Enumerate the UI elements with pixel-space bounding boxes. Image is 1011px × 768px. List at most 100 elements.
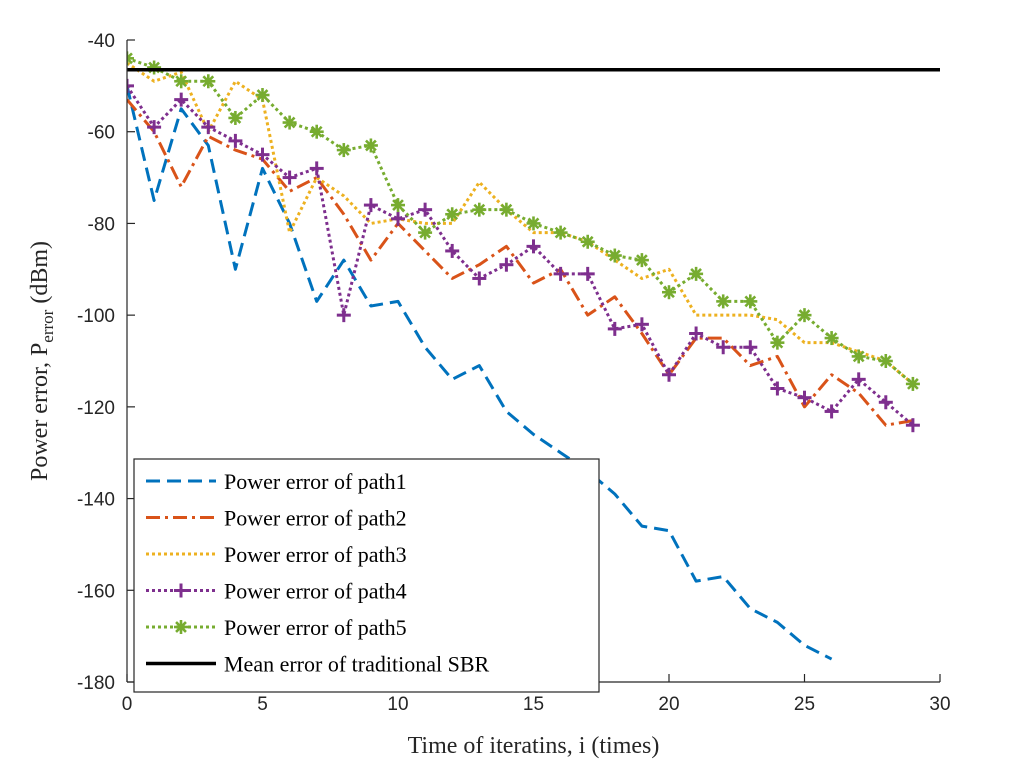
series-line-3 xyxy=(127,61,914,386)
legend-entry: Power error of path1 xyxy=(146,469,407,494)
data-point xyxy=(689,266,704,281)
data-point xyxy=(255,147,270,162)
data-point xyxy=(472,202,487,217)
axes: 0 5 10 15 20 25 30 -180 -160 -140 -120 -100 -80 -60 -4… xyxy=(27,31,951,759)
y-tick-label: -40 xyxy=(88,31,115,52)
data-point xyxy=(418,225,433,240)
data-point xyxy=(824,331,839,346)
data-point xyxy=(878,395,893,410)
data-point xyxy=(391,211,405,226)
series-layer xyxy=(127,51,940,661)
data-point xyxy=(282,115,297,130)
legend: Power error of path1 Power error of path2… xyxy=(133,458,600,693)
legend-entry: Power error of path4 xyxy=(146,579,407,604)
x-tick-label: 15 xyxy=(523,694,544,715)
data-point xyxy=(716,340,731,355)
data-point xyxy=(797,308,812,323)
data-point xyxy=(255,88,270,103)
legend-label: Power error of path3 xyxy=(224,542,407,567)
data-point xyxy=(716,294,731,309)
y-tick-label: -100 xyxy=(77,306,115,327)
x-tick-label: 25 xyxy=(794,694,815,715)
series-2 xyxy=(127,98,914,427)
data-point xyxy=(607,248,622,263)
legend-entry: Mean error of traditional SBR xyxy=(146,652,489,677)
x-tick-label: 5 xyxy=(257,694,268,715)
data-point xyxy=(797,390,812,405)
data-point xyxy=(743,340,758,355)
data-point xyxy=(309,161,324,176)
data-point xyxy=(201,74,216,89)
data-point xyxy=(174,74,189,89)
y-axis-title-subscript: error xyxy=(38,309,57,342)
data-point xyxy=(526,239,541,254)
data-point xyxy=(147,120,162,135)
data-point xyxy=(662,367,676,382)
legend-label: Power error of path2 xyxy=(224,506,407,531)
legend-entry: Power error of path2 xyxy=(146,506,407,531)
data-point xyxy=(770,335,785,350)
data-point xyxy=(634,317,649,332)
data-point xyxy=(472,271,487,286)
data-point xyxy=(228,110,243,125)
data-point xyxy=(201,120,216,135)
data-point xyxy=(445,207,460,222)
data-point xyxy=(499,257,514,272)
data-point xyxy=(336,308,351,323)
data-point xyxy=(851,349,866,364)
data-point xyxy=(580,266,595,281)
data-point xyxy=(553,225,568,240)
data-point xyxy=(851,372,866,387)
data-point xyxy=(309,124,324,139)
series-1 xyxy=(127,85,833,661)
data-point xyxy=(770,381,785,396)
y-axis-title: Power error, Perror (dBm) xyxy=(27,241,57,481)
y-tick-label: -140 xyxy=(77,490,115,511)
data-point xyxy=(607,321,622,336)
data-point xyxy=(553,266,568,281)
data-point xyxy=(499,202,514,217)
data-point xyxy=(391,198,405,213)
series-line-2 xyxy=(127,98,914,427)
y-axis-title-main: Power error, P xyxy=(27,343,53,481)
data-point xyxy=(580,234,595,249)
legend-entry: Power error of path5 xyxy=(146,615,407,640)
x-tick-label: 30 xyxy=(929,694,950,715)
y-tick-label: -120 xyxy=(77,398,115,419)
series-4 xyxy=(127,78,920,433)
data-point xyxy=(282,170,297,185)
data-point xyxy=(228,133,243,148)
data-point xyxy=(878,354,893,368)
data-point xyxy=(689,326,704,341)
data-point xyxy=(127,78,134,93)
data-point xyxy=(824,404,839,419)
y-tick-label: -180 xyxy=(77,673,115,694)
data-point xyxy=(743,294,758,309)
data-point xyxy=(418,202,433,217)
series-line-1 xyxy=(127,85,833,661)
data-point xyxy=(445,243,460,258)
legend-entry: Power error of path3 xyxy=(146,542,407,567)
data-point xyxy=(526,216,541,231)
data-point xyxy=(634,253,649,268)
legend-label: Power error of path1 xyxy=(224,469,407,494)
data-point xyxy=(662,285,676,300)
y-tick-label: -160 xyxy=(77,581,115,602)
x-tick-label: 10 xyxy=(387,694,408,715)
x-tick-label: 20 xyxy=(658,694,679,715)
data-point xyxy=(147,60,162,75)
x-axis-title: Time of iteratins, i (times) xyxy=(408,733,660,759)
legend-label: Power error of path5 xyxy=(224,615,407,640)
x-tick-label: 0 xyxy=(122,694,133,715)
data-point xyxy=(336,143,351,158)
y-tick-label: -60 xyxy=(88,123,115,144)
series-line-4 xyxy=(127,85,914,427)
data-point xyxy=(905,376,920,391)
y-axis-title-unit: (dBm) xyxy=(27,241,53,310)
data-point xyxy=(905,418,920,433)
data-point xyxy=(174,92,189,107)
y-tick-label: -80 xyxy=(88,214,115,235)
series-5 xyxy=(127,51,920,391)
data-point xyxy=(363,198,378,213)
